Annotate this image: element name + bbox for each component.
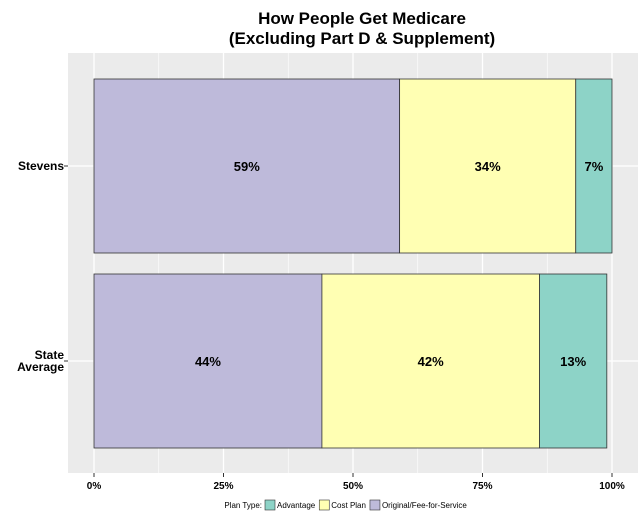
data-label: 13% — [560, 354, 586, 369]
x-tick-label: 0% — [87, 481, 102, 492]
bar-segment — [575, 78, 613, 254]
y-category-label: Stevens — [18, 159, 64, 173]
bar-segment — [539, 273, 608, 449]
chart-subtitle: (Excluding Part D & Supplement) — [229, 29, 495, 48]
bars — [93, 78, 613, 449]
y-category-label: Average — [17, 360, 64, 374]
legend-swatch — [264, 499, 276, 511]
bar-segment — [93, 78, 401, 254]
data-label: 59% — [234, 159, 260, 174]
data-label: 7% — [584, 159, 603, 174]
legend-label: Advantage — [277, 501, 316, 510]
x-tick-label: 25% — [213, 481, 233, 492]
y-category-label: State — [35, 348, 65, 362]
bar-segment — [93, 273, 323, 449]
data-label: 44% — [195, 354, 221, 369]
legend-swatch — [369, 499, 381, 511]
legend-title: Plan Type: — [224, 501, 262, 510]
data-label: 34% — [475, 159, 501, 174]
legend-label: Cost Plan — [331, 501, 366, 510]
legend-label: Original/Fee-for-Service — [382, 501, 467, 510]
data-labels: 59% 34% 7% 44% 42% 13% — [195, 159, 604, 369]
x-tick-label: 100% — [599, 481, 625, 492]
chart-title: How People Get Medicare — [258, 9, 466, 28]
x-tick-label: 75% — [472, 481, 492, 492]
x-tick-label: 50% — [343, 481, 363, 492]
bar-segment — [321, 273, 540, 449]
legend: Plan Type: Advantage Cost Plan Original/Fee… — [224, 499, 467, 511]
legend-swatch — [318, 499, 330, 511]
data-label: 42% — [418, 354, 444, 369]
